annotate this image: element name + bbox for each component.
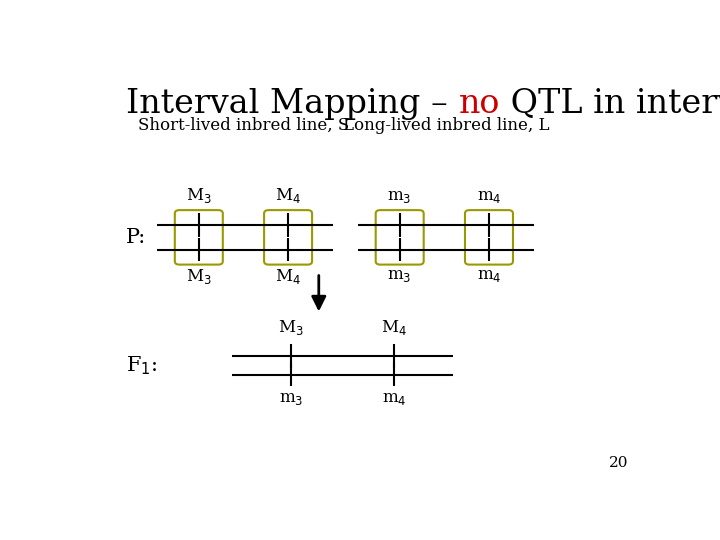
Text: Long-lived inbred line, L: Long-lived inbred line, L — [343, 117, 549, 134]
Text: m$_3$: m$_3$ — [387, 188, 412, 205]
Text: Short-lived inbred line, S: Short-lived inbred line, S — [138, 117, 349, 134]
Text: M$_4$: M$_4$ — [275, 267, 301, 286]
Text: m$_4$: m$_4$ — [477, 267, 501, 284]
Text: F$_1$:: F$_1$: — [126, 354, 158, 376]
Text: QTL in interval (1): QTL in interval (1) — [500, 87, 720, 120]
Text: M$_3$: M$_3$ — [278, 318, 304, 337]
Text: m$_3$: m$_3$ — [279, 390, 303, 407]
Text: no: no — [459, 87, 500, 120]
Text: m$_4$: m$_4$ — [477, 188, 501, 205]
Text: Interval Mapping –: Interval Mapping – — [126, 87, 459, 120]
Text: P:: P: — [126, 228, 147, 247]
Text: m$_4$: m$_4$ — [382, 390, 406, 407]
Text: m$_3$: m$_3$ — [387, 267, 412, 284]
Text: M$_4$: M$_4$ — [381, 318, 407, 337]
Text: M$_4$: M$_4$ — [275, 186, 301, 205]
Text: M$_3$: M$_3$ — [186, 186, 212, 205]
Text: M$_3$: M$_3$ — [186, 267, 212, 286]
Text: 20: 20 — [609, 456, 629, 470]
